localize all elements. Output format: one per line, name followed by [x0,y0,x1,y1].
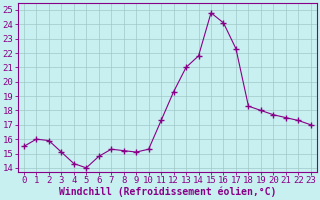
X-axis label: Windchill (Refroidissement éolien,°C): Windchill (Refroidissement éolien,°C) [59,187,276,197]
